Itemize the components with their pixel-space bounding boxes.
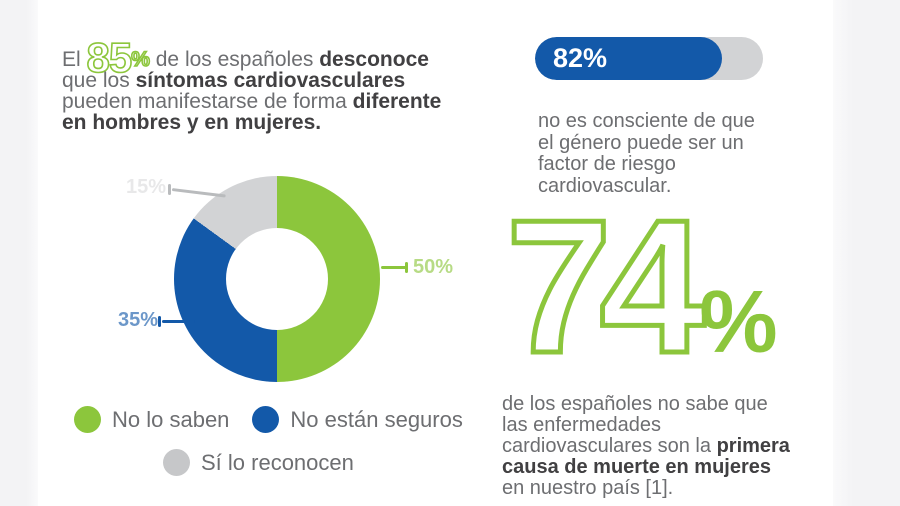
legend-label: No están seguros (290, 406, 463, 432)
slice-label: 35% (118, 309, 159, 331)
leader-tick (168, 184, 171, 195)
slice-label: 15% (126, 176, 167, 198)
risk-bar-value: 82% (553, 43, 608, 73)
risk-progress-bar: 82% (535, 37, 763, 80)
headline-prefix: El (62, 48, 87, 71)
headline-stat-85: 85% (86, 34, 151, 81)
legend-dot-gray (163, 449, 190, 476)
big-stat-description: de los españoles no sabe que las enferme… (502, 393, 790, 499)
chart-legend-row-1: No lo saben No están seguros (74, 406, 463, 433)
donut-chart (174, 176, 380, 382)
donut-hole (226, 228, 328, 330)
headline-text: El 85% de los españoles desconoce que lo… (62, 34, 442, 134)
risk-bar-fill: 82% (535, 37, 722, 80)
leader-line (171, 188, 226, 198)
legend-label: Sí lo reconocen (201, 449, 354, 475)
chart-legend-row-2: Sí lo reconocen (163, 449, 354, 476)
legend-label: No lo saben (112, 406, 230, 432)
leader-line (381, 266, 407, 269)
leader-tick (158, 316, 161, 327)
slice-label: 50% (413, 256, 454, 278)
leader-line (162, 320, 195, 323)
legend-dot-blue (252, 406, 280, 433)
big-stat-unit: % (699, 272, 778, 371)
risk-bar-description: no es consciente de que el género puede … (538, 110, 755, 197)
left-margin-bar (0, 0, 38, 506)
legend-dot-green (74, 406, 101, 433)
leader-tick (405, 262, 408, 273)
right-margin-bar (833, 0, 900, 506)
big-stat-74: 74% (503, 181, 778, 393)
big-stat-number: 74 (503, 181, 707, 393)
